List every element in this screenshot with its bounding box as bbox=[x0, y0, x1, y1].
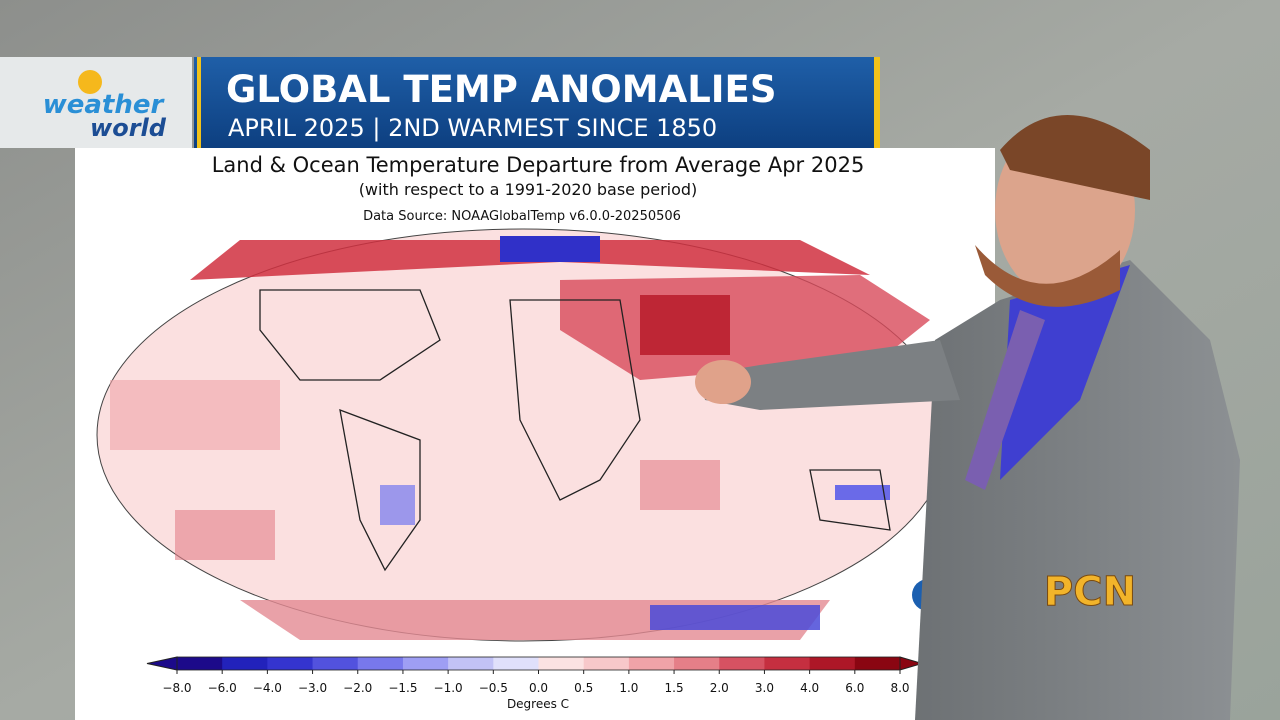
logo-sun bbox=[78, 70, 102, 94]
colorbar-swatch bbox=[854, 657, 901, 670]
colorbar-tick-label: 4.0 bbox=[800, 681, 819, 695]
colorbar-swatch bbox=[674, 657, 720, 670]
banner bbox=[194, 57, 874, 148]
colorbar-label: Degrees C bbox=[507, 697, 569, 711]
world-map bbox=[96, 228, 950, 642]
colorbar-tick-label: −1.5 bbox=[388, 681, 417, 695]
map-subtitle: (with respect to a 1991-2020 base period… bbox=[359, 180, 698, 199]
colorbar: −8.0 −6.0 −4.0 −3.0 −2.0 −1.5 −1.0 −0.5 0.0 0.5 1.… bbox=[146, 656, 924, 695]
colorbar-tick-label: 8.0 bbox=[890, 681, 909, 695]
colorbar-swatch bbox=[583, 657, 630, 670]
colorbar-swatch bbox=[719, 657, 765, 670]
colorbar-swatch bbox=[402, 657, 449, 670]
colorbar-swatch bbox=[357, 657, 404, 670]
map-title: Land & Ocean Temperature Departure from … bbox=[212, 153, 865, 177]
map-source: Data Source: NOAAGlobalTemp v6.0.0-20250… bbox=[363, 209, 681, 224]
banner-subtitle: APRIL 2025 | 2ND WARMEST SINCE 1850 bbox=[228, 114, 717, 142]
channel-logo: PCN bbox=[1044, 569, 1136, 615]
colorbar-swatch bbox=[764, 657, 811, 670]
colorbar-swatch bbox=[312, 657, 359, 670]
colorbar-tick-label: 2.0 bbox=[710, 681, 729, 695]
colorbar-swatch bbox=[222, 657, 268, 670]
logo-line1: weather bbox=[43, 90, 166, 120]
colorbar-swatch bbox=[267, 657, 314, 670]
colorbar-swatch bbox=[628, 657, 675, 670]
colorbar-tick-label: −8.0 bbox=[162, 681, 191, 695]
colorbar-tick-label: −2.0 bbox=[343, 681, 372, 695]
colorbar-tick-label: −6.0 bbox=[208, 681, 237, 695]
colorbar-tick-label: −1.0 bbox=[434, 681, 463, 695]
colorbar-tick-label: 0.5 bbox=[574, 681, 593, 695]
colorbar-tick-label: 3.0 bbox=[755, 681, 774, 695]
colorbar-tick-label: −0.5 bbox=[479, 681, 508, 695]
colorbar-tick-label: −4.0 bbox=[253, 681, 282, 695]
banner-title: GLOBAL TEMP ANOMALIES bbox=[226, 68, 776, 111]
colorbar-swatch bbox=[538, 657, 585, 670]
colorbar-swatch bbox=[448, 657, 494, 670]
colorbar-tick-label: 1.0 bbox=[619, 681, 638, 695]
colorbar-swatch bbox=[493, 657, 539, 670]
colorbar-tick-label: 0.0 bbox=[529, 681, 548, 695]
colorbar-tick-label: 6.0 bbox=[845, 681, 864, 695]
logo-line2: world bbox=[90, 114, 167, 142]
colorbar-tick-label: 1.5 bbox=[665, 681, 684, 695]
banner-stripe bbox=[874, 57, 880, 148]
presenter bbox=[695, 115, 1240, 720]
colorbar-swatch bbox=[177, 657, 223, 670]
colorbar-swatch bbox=[809, 657, 856, 670]
banner-stripe-left bbox=[197, 57, 201, 148]
colorbar-tick-label: −3.0 bbox=[298, 681, 327, 695]
